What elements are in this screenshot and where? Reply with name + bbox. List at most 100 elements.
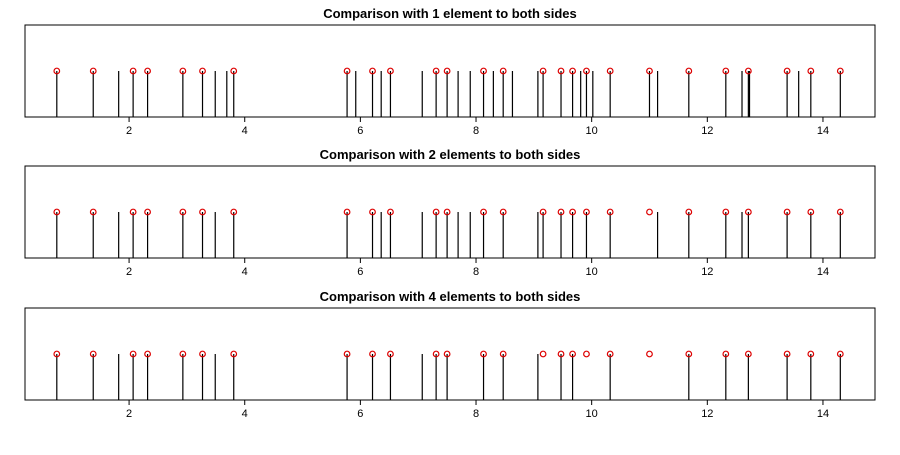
x-tick-label: 12 (701, 266, 713, 278)
marker-point (89, 350, 97, 358)
marker-point (230, 208, 238, 216)
marker-point (443, 208, 451, 216)
marker-point (606, 208, 614, 216)
marker-point (179, 67, 187, 75)
chart-title: Comparison with 2 elements to both sides (320, 147, 581, 162)
marker-point (583, 350, 590, 358)
marker-point (53, 208, 61, 216)
x-tick-label: 8 (473, 266, 479, 278)
marker-point (499, 67, 507, 75)
marker-point (836, 67, 844, 75)
marker-point (443, 350, 451, 358)
marker-point (836, 208, 844, 216)
x-tick-label: 4 (242, 266, 248, 278)
marker-point (343, 208, 351, 216)
marker-point (387, 67, 394, 75)
marker-point (499, 350, 507, 358)
marker-point (53, 67, 61, 75)
plot-frame (24, 307, 876, 401)
x-tick-label: 12 (701, 125, 713, 137)
marker-point (369, 67, 376, 75)
marker-point (144, 208, 151, 216)
marker-point (646, 208, 653, 216)
marker-point (539, 350, 547, 358)
plot-frame (24, 165, 876, 259)
marker-point (343, 350, 351, 358)
x-tick-label: 14 (817, 408, 829, 420)
plot-frame (24, 24, 876, 118)
marker-point (569, 208, 576, 216)
marker-point (53, 350, 61, 358)
chart-panel-1: Comparison with 1 element to both sides 2… (24, 6, 876, 137)
marker-point (606, 67, 614, 75)
marker-point (230, 350, 238, 358)
marker-point (343, 67, 351, 75)
marker-point (685, 350, 693, 358)
x-tick-label: 2 (126, 125, 132, 137)
x-tick-label: 6 (357, 266, 363, 278)
x-tick-label: 6 (357, 125, 363, 137)
x-tick-label: 8 (473, 408, 479, 420)
marker-point (783, 67, 791, 75)
marker-point (557, 350, 565, 358)
chart-panel-3: Comparison with 4 elements to both sides… (24, 289, 876, 420)
marker-point (807, 67, 815, 75)
marker-point (432, 350, 440, 358)
marker-point (569, 67, 576, 75)
marker-point (129, 350, 137, 358)
marker-point (807, 350, 815, 358)
marker-point (387, 350, 394, 358)
x-tick-label: 10 (586, 125, 598, 137)
x-tick-label: 10 (586, 408, 598, 420)
marker-point (432, 208, 440, 216)
chart-title: Comparison with 4 elements to both sides (320, 289, 581, 304)
marker-point (722, 208, 730, 216)
marker-point (807, 208, 815, 216)
marker-point (230, 67, 238, 75)
marker-point (744, 67, 752, 75)
x-tick-label: 10 (586, 266, 598, 278)
marker-point (144, 67, 151, 75)
marker-point (646, 350, 653, 358)
marker-point (583, 208, 590, 216)
marker-point (199, 208, 206, 216)
x-tick-label: 4 (242, 125, 248, 137)
marker-point (539, 208, 547, 216)
marker-point (199, 350, 206, 358)
marker-point (722, 350, 730, 358)
marker-point (499, 208, 507, 216)
chart-title: Comparison with 1 element to both sides (323, 6, 577, 21)
marker-point (646, 67, 653, 75)
marker-point (685, 208, 693, 216)
marker-point (144, 350, 151, 358)
marker-point (722, 67, 730, 75)
chart-panel-2: Comparison with 2 elements to both sides… (24, 147, 876, 278)
x-tick-label: 14 (817, 266, 829, 278)
x-tick-label: 14 (817, 125, 829, 137)
marker-point (443, 67, 451, 75)
marker-point (369, 350, 376, 358)
marker-point (744, 350, 752, 358)
marker-point (480, 350, 487, 358)
x-tick-label: 8 (473, 125, 479, 137)
marker-point (569, 350, 576, 358)
marker-point (369, 208, 376, 216)
x-tick-label: 12 (701, 408, 713, 420)
x-tick-label: 4 (242, 408, 248, 420)
x-tick-label: 6 (357, 408, 363, 420)
marker-point (129, 208, 137, 216)
marker-point (744, 208, 752, 216)
marker-point (557, 67, 565, 75)
marker-point (480, 208, 487, 216)
marker-point (783, 208, 791, 216)
marker-point (179, 350, 187, 358)
marker-point (606, 350, 614, 358)
marker-point (387, 208, 394, 216)
marker-point (539, 67, 547, 75)
x-tick-label: 2 (126, 408, 132, 420)
marker-point (583, 67, 590, 75)
marker-point (89, 67, 97, 75)
x-tick-label: 2 (126, 266, 132, 278)
